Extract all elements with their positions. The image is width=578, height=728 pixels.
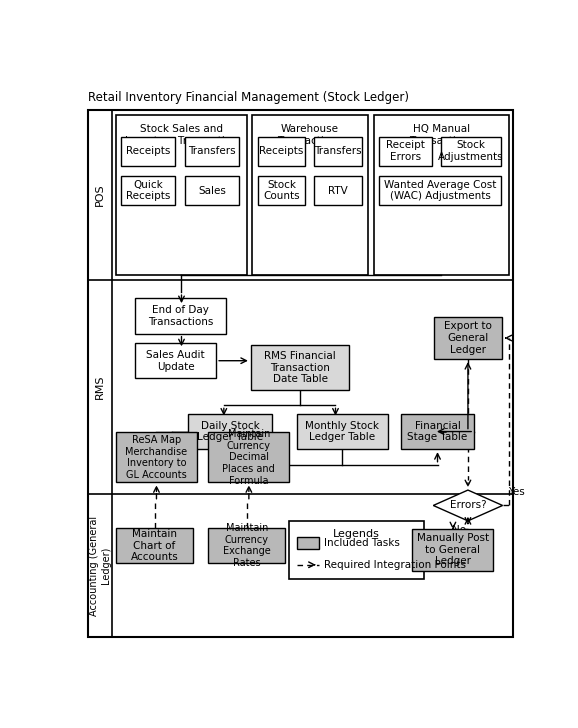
FancyBboxPatch shape [188,414,272,449]
Text: Yes: Yes [508,486,525,496]
Text: Included Tasks: Included Tasks [324,538,400,548]
FancyBboxPatch shape [253,115,368,275]
FancyBboxPatch shape [116,432,197,483]
Text: Legends: Legends [334,529,380,539]
Text: Daily Stock
Ledger Table: Daily Stock Ledger Table [197,421,263,443]
FancyBboxPatch shape [251,345,349,390]
FancyBboxPatch shape [441,137,501,166]
FancyBboxPatch shape [186,137,239,166]
Text: Stock Sales and
Inventory Transaction: Stock Sales and Inventory Transaction [125,124,238,146]
FancyBboxPatch shape [258,137,305,166]
FancyBboxPatch shape [87,111,513,637]
FancyBboxPatch shape [297,414,388,449]
Text: Export to
General
Ledger: Export to General Ledger [444,321,492,355]
FancyBboxPatch shape [290,521,424,579]
Text: Monthly Stock
Ledger Table: Monthly Stock Ledger Table [305,421,379,443]
FancyBboxPatch shape [209,528,286,563]
Text: Transfers: Transfers [314,146,362,157]
FancyBboxPatch shape [434,317,502,359]
FancyBboxPatch shape [374,115,509,275]
Text: ReSA Map
Merchandise
Inventory to
GL Accounts: ReSA Map Merchandise Inventory to GL Acc… [125,435,187,480]
FancyBboxPatch shape [401,414,474,449]
Text: Stock
Adjustments: Stock Adjustments [438,141,504,162]
FancyBboxPatch shape [258,176,305,205]
Text: Maintain
Chart of
Accounts: Maintain Chart of Accounts [131,529,179,562]
Text: Receipts: Receipts [260,146,304,157]
Text: Accounting (General
Ledger): Accounting (General Ledger) [89,515,110,616]
FancyBboxPatch shape [135,298,226,333]
FancyBboxPatch shape [135,343,216,379]
FancyBboxPatch shape [121,176,175,205]
Text: Required Integration Points: Required Integration Points [324,560,466,570]
Text: HQ Manual
Transactions: HQ Manual Transactions [409,124,474,146]
Polygon shape [434,490,503,521]
Text: POS: POS [95,184,105,207]
Text: Quick
Receipts: Quick Receipts [126,180,171,202]
Text: Financial
Stage Table: Financial Stage Table [407,421,468,443]
Text: Receipt
Errors: Receipt Errors [386,141,425,162]
FancyBboxPatch shape [314,137,362,166]
Text: RTV: RTV [328,186,348,196]
FancyBboxPatch shape [116,528,193,563]
Text: Receipts: Receipts [126,146,171,157]
Text: Wanted Average Cost
(WAC) Adjustments: Wanted Average Cost (WAC) Adjustments [384,180,497,202]
Text: Retail Inventory Financial Management (Stock Ledger): Retail Inventory Financial Management (S… [87,91,409,104]
FancyBboxPatch shape [186,176,239,205]
Text: Errors?: Errors? [450,500,486,510]
Text: Manually Post
to General
Ledger: Manually Post to General Ledger [417,533,489,566]
FancyBboxPatch shape [209,432,290,483]
FancyBboxPatch shape [116,115,247,275]
FancyBboxPatch shape [379,137,432,166]
Text: Maintain
Currency
Decimal
Places and
Formula: Maintain Currency Decimal Places and For… [223,429,275,486]
Text: Sales Audit
Update: Sales Audit Update [146,350,205,371]
Text: RMS: RMS [95,375,105,399]
FancyBboxPatch shape [379,176,501,205]
Text: Sales: Sales [198,186,226,196]
FancyBboxPatch shape [121,137,175,166]
Text: End of Day
Transactions: End of Day Transactions [148,305,213,327]
Text: Transfers: Transfers [188,146,236,157]
Text: RMS Financial
Transaction
Date Table: RMS Financial Transaction Date Table [264,351,336,384]
FancyBboxPatch shape [314,176,362,205]
FancyBboxPatch shape [413,529,494,571]
FancyBboxPatch shape [297,537,318,550]
Text: Warehouse
Transactions: Warehouse Transactions [277,124,343,146]
Text: Maintain
Currency
Exchange
Rates: Maintain Currency Exchange Rates [223,523,271,568]
Text: No: No [451,525,466,535]
Text: Stock
Counts: Stock Counts [264,180,300,202]
